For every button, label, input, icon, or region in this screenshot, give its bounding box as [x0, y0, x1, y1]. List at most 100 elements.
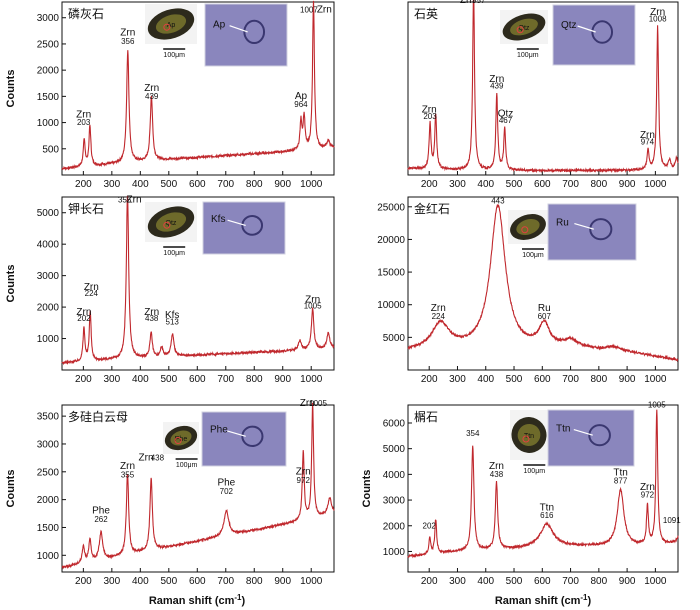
x-tick-label: 200: [75, 374, 92, 385]
peak-label: 202: [77, 314, 91, 323]
peak-label: 439: [490, 82, 504, 91]
spectrum-panel: 200 300 400 500 600 700 800 900 1000石英Zrn203Zrn3…: [407, 0, 679, 190]
y-tick-label: 4000: [383, 470, 406, 481]
x-tick-label: 800: [246, 179, 263, 190]
inclusion-spot: [521, 226, 529, 234]
micrograph: [201, 411, 287, 467]
x-tick-label: 700: [217, 374, 234, 385]
peak-label: Zrn: [120, 461, 135, 472]
x-tick-label: 600: [534, 576, 551, 587]
y-tick-label: 2000: [37, 66, 60, 77]
y-axis-label: Counts: [5, 470, 17, 508]
peak-label: Zrn: [640, 482, 655, 493]
x-tick-label: 800: [590, 179, 607, 190]
x-tick-label: 400: [132, 179, 149, 190]
peak-label: 1005: [648, 401, 666, 410]
peak-label: Zrn: [431, 303, 446, 314]
mineral-label: Phe: [210, 425, 228, 436]
x-tick-label: 700: [217, 576, 234, 587]
y-tick-label: 5000: [383, 333, 406, 344]
x-tick-label: 600: [189, 179, 206, 190]
x-tick-label: 400: [132, 374, 149, 385]
peak-label: 224: [432, 312, 446, 321]
plot-frame: [61, 196, 335, 371]
x-tick-label: 400: [477, 576, 494, 587]
x-tick-label: 800: [590, 576, 607, 587]
x-tick-label: 200: [421, 179, 438, 190]
panel-title: 石英: [414, 7, 438, 21]
y-tick-label: 1500: [37, 92, 60, 103]
peak-label: Zrn: [422, 104, 437, 115]
y-tick-label: 5000: [37, 208, 60, 219]
x-tick-label: 800: [246, 374, 263, 385]
y-tick-label: 5000: [383, 444, 406, 455]
inclusion-outline: [589, 218, 613, 241]
x-tick-label: 500: [160, 576, 177, 587]
peak-label: 438: [151, 454, 165, 463]
x-axis-label-right: Raman shift (cm-1): [495, 593, 592, 607]
panel-title: 钾长石: [68, 202, 104, 216]
inclusion-outline: [591, 20, 614, 44]
x-tick-label: 200: [421, 374, 438, 385]
inclusion-outline: [243, 19, 266, 45]
micrograph: [547, 203, 637, 261]
pointer-arrow: [573, 429, 593, 436]
x-tick-label: 500: [160, 374, 177, 385]
peak-label: Zrn: [489, 74, 504, 85]
grain-marker-label: Ap: [167, 22, 176, 29]
pointer-arrow: [577, 25, 596, 33]
peak-label: 203: [423, 112, 437, 121]
peak-label: 439: [145, 92, 159, 101]
y-tick-label: 3000: [37, 13, 60, 24]
peak-label: 354: [466, 429, 480, 438]
peak-label: Zrn: [127, 194, 142, 205]
peak-label: Zrn: [489, 461, 504, 472]
y-tick-label: 6000: [383, 418, 406, 429]
y-tick-label: 20000: [377, 235, 405, 246]
peak-label: Qtz: [498, 109, 514, 120]
peak-label: 438: [490, 470, 504, 479]
y-tick-label: 1000: [37, 551, 60, 562]
x-tick-label: 600: [534, 179, 551, 190]
peak-label: Zrn: [76, 307, 91, 318]
peak-label: 974: [641, 138, 655, 147]
peak-label: Zrn: [120, 28, 135, 39]
x-tick-label: 800: [590, 374, 607, 385]
micrograph: [547, 409, 635, 467]
x-tick-label: 300: [103, 179, 120, 190]
peak-label: Phe: [217, 478, 235, 489]
x-tick-label: 700: [562, 374, 579, 385]
x-tick-label: 1000: [300, 374, 323, 385]
x-tick-label: 900: [274, 576, 291, 587]
micrograph: [204, 3, 288, 67]
grain-marker-label: Qtz: [519, 25, 530, 32]
inset-images: Qtz 100μm Qtz: [500, 4, 636, 66]
spectrum-line: [61, 0, 335, 171]
spectrum-panel: 200 300 400 500 600 700 800 900 1000 500 1000 1500 2…: [5, 0, 335, 190]
scale-bar-label: 100μm: [517, 52, 539, 59]
peak-label: 355: [121, 470, 135, 479]
y-tick-label: 1000: [37, 118, 60, 129]
x-tick-label: 1000: [644, 179, 667, 190]
peak-label: 467: [499, 116, 513, 125]
panel-title: 磷灰石: [68, 6, 104, 21]
x-tick-label: 1000: [300, 179, 323, 190]
x-tick-label: 600: [534, 374, 551, 385]
y-tick-label: 2500: [37, 467, 60, 478]
peak-label: Zrn: [84, 282, 99, 293]
peak-label: 607: [538, 312, 552, 321]
spectrum-line: [61, 402, 335, 570]
y-tick-label: 2000: [383, 521, 406, 532]
spectrum-line: [407, 203, 679, 363]
y-axis-label: Counts: [5, 265, 17, 303]
peak-label: Zrn: [139, 453, 154, 464]
peak-label: 1005: [309, 399, 327, 408]
peak-label: 1008: [649, 14, 667, 23]
peak-label: 443: [491, 197, 505, 206]
peak-label: Ru: [538, 303, 551, 314]
grain-core: [155, 212, 187, 232]
x-tick-label: 600: [189, 374, 206, 385]
peak-label: Ttn: [540, 502, 554, 513]
micrograph: [552, 4, 636, 66]
